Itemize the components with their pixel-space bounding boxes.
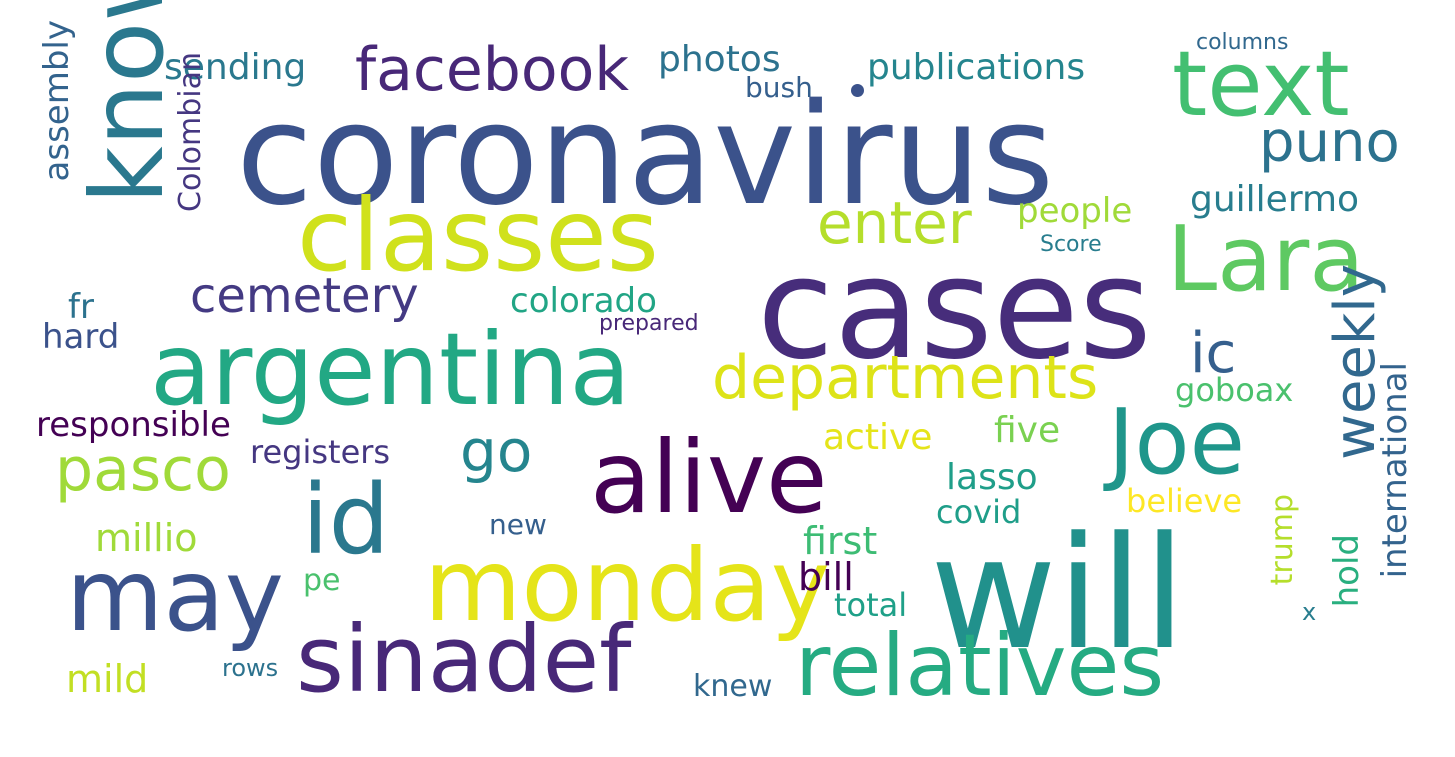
word-argentina: argentina — [150, 311, 631, 428]
word-may: may — [66, 537, 284, 654]
word-joe: Joe — [1108, 390, 1245, 495]
word-believe: believe — [1126, 482, 1243, 520]
word-registers: registers — [250, 433, 391, 471]
word-colombian: Colombian — [173, 52, 208, 212]
word-knew: knew — [693, 669, 773, 704]
word-colorado: colorado — [510, 281, 657, 321]
word-id: id — [302, 464, 390, 576]
word-score: Score — [1040, 232, 1102, 257]
word-pe: pe — [303, 563, 341, 598]
word-prepared: prepared — [599, 311, 699, 336]
dot-mark — [851, 84, 864, 97]
word-puno: puno — [1259, 110, 1400, 175]
word-coronavirus: coronavirus — [236, 74, 1055, 237]
word-enter: enter — [817, 189, 972, 257]
word-sending: sending — [164, 47, 307, 88]
word-publications: publications — [867, 47, 1086, 88]
word-international: international — [1375, 362, 1415, 579]
word-relatives: relatives — [795, 616, 1165, 716]
word-people: people — [1017, 191, 1133, 231]
word-trump: trump — [1265, 494, 1300, 586]
word-go: go — [460, 417, 533, 485]
word-bill: bill — [798, 555, 854, 599]
word-first: first — [803, 519, 878, 563]
word-hard: hard — [42, 317, 120, 357]
word-millio: millio — [95, 516, 198, 560]
word-hold: hold — [1327, 534, 1367, 608]
word-sinadef: sinadef — [296, 606, 632, 713]
word-alive: alive — [590, 419, 828, 536]
word-rows: rows — [222, 654, 279, 682]
word-covid: covid — [936, 493, 1022, 531]
word-total: total — [834, 586, 908, 624]
word-will: will — [930, 503, 1186, 684]
word-new: new — [489, 508, 547, 541]
word-facebook: facebook — [355, 35, 630, 105]
word-departments: departments — [712, 343, 1099, 413]
word-guillermo: guillermo — [1190, 179, 1360, 220]
word-lara: Lara — [1167, 207, 1365, 312]
word-columns: columns — [1196, 30, 1289, 55]
word-cemetery: cemetery — [190, 268, 419, 324]
word-know: know — [69, 0, 186, 205]
word-classes: classes — [297, 177, 659, 294]
word-active: active — [823, 417, 933, 458]
word-pasco: pasco — [55, 435, 231, 505]
word-x: x — [1302, 598, 1317, 626]
word-monday: monday — [424, 527, 830, 644]
word-bush: bush — [745, 71, 813, 104]
word-mild: mild — [66, 657, 149, 701]
word-goboax: goboax — [1175, 371, 1294, 409]
word-lasso: lasso — [946, 457, 1038, 498]
word-photos: photos — [658, 39, 781, 80]
word-assembly: assembly — [37, 20, 77, 182]
word-ic: ic — [1190, 321, 1237, 386]
word-text: text — [1172, 32, 1350, 137]
word-cases: cases — [757, 228, 1152, 391]
word-fr: fr — [68, 287, 94, 327]
word-five: five — [994, 410, 1061, 451]
word-responsible: responsible — [36, 405, 231, 445]
